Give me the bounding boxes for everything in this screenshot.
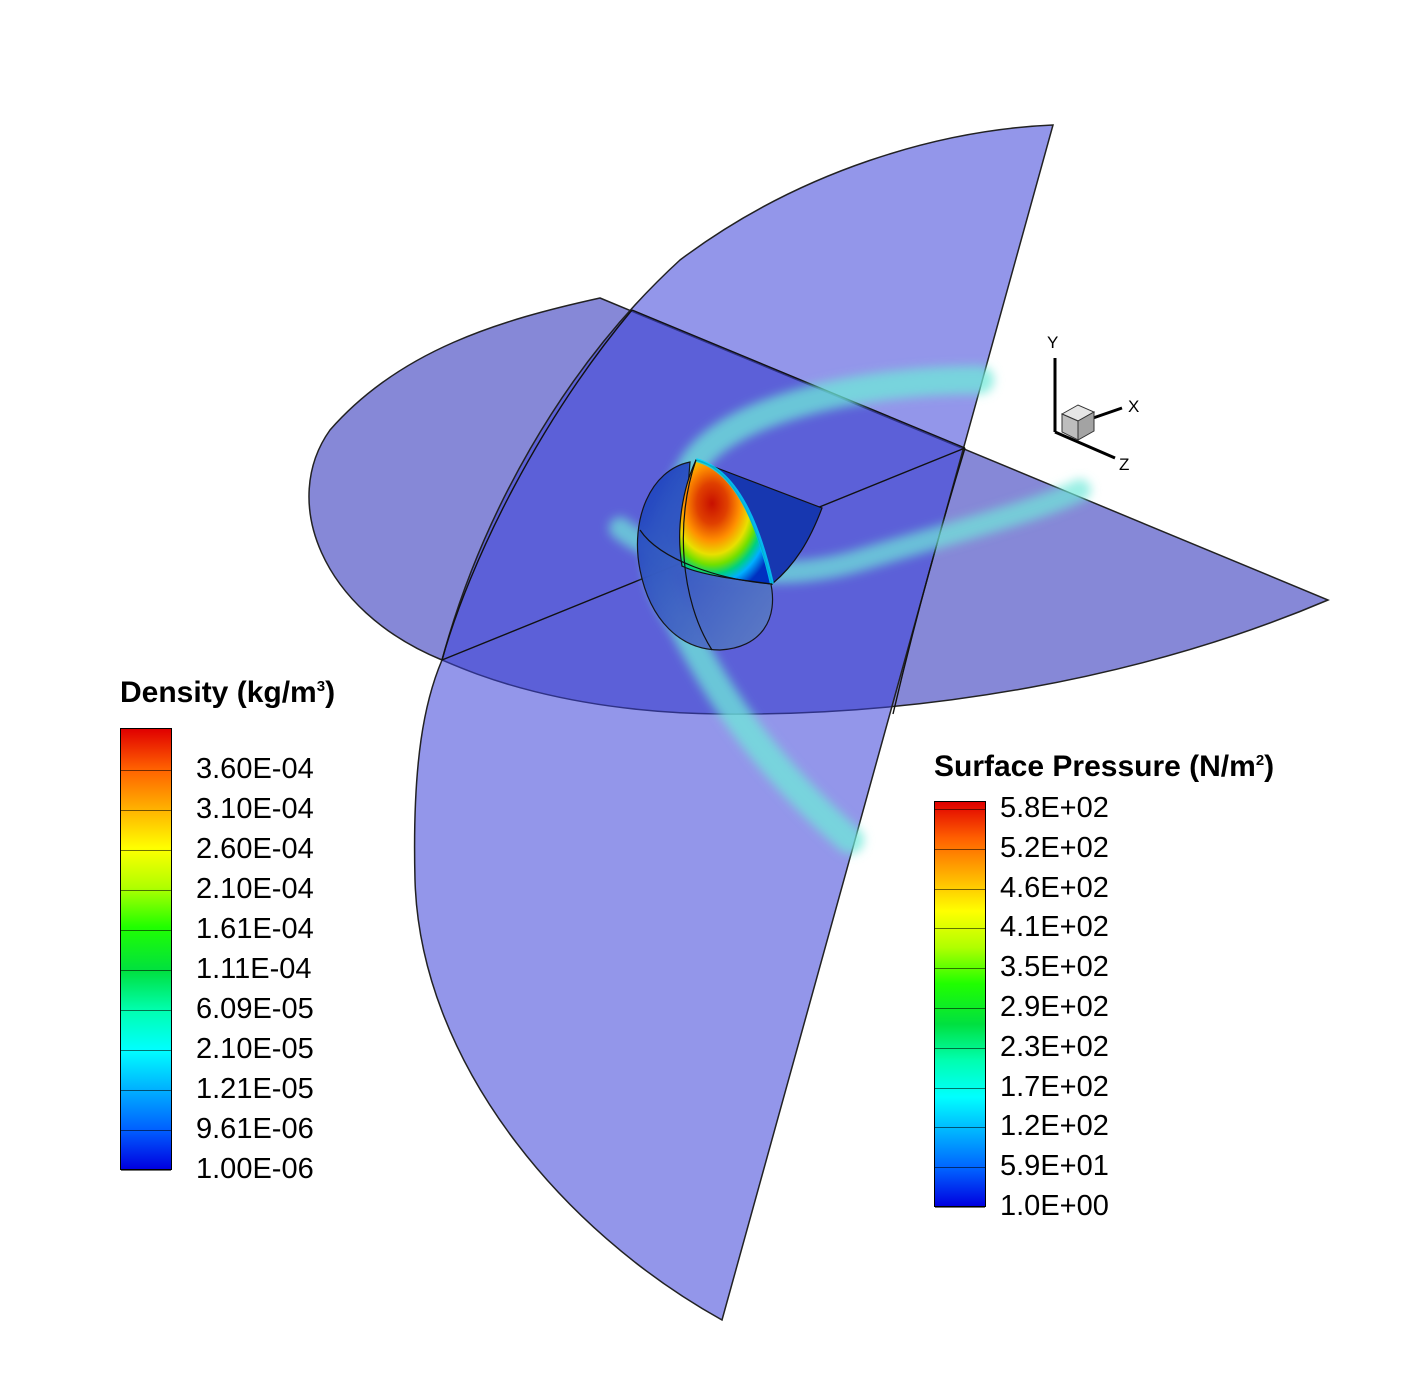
density_legend-band-line <box>121 850 171 851</box>
pressure_legend-band-line <box>935 968 985 970</box>
density-legend-ticks: 3.60E-04 3.10E-04 2.60E-04 2.10E-04 1.61E-04… <box>196 728 356 1184</box>
density_legend-tick-label: 1.11E-04 <box>196 953 312 985</box>
density_legend-band-line <box>121 930 171 931</box>
capsule-symmetry-line <box>639 529 773 585</box>
density_legend-tick-label: 2.60E-04 <box>196 833 314 865</box>
density_legend-band-line <box>121 970 171 971</box>
capsule-heatshield-rim <box>695 458 774 585</box>
density-legend-title-close: ) <box>325 676 336 709</box>
pressure_legend-band-line <box>935 1047 985 1049</box>
pressure_legend-tick-label: 4.1E+02 <box>1000 911 1109 944</box>
pressure-legend-ticks: 5.8E+02 5.2E+02 4.6E+02 4.1E+02 3.5E+02 2.9E+… <box>1000 794 1150 1221</box>
pressure_legend-tick-label: 2.9E+02 <box>1000 991 1109 1023</box>
z-axis-line <box>1054 430 1116 460</box>
pressure_legend-band-line <box>935 928 985 930</box>
density_legend-band-line <box>121 810 171 811</box>
pressure-legend-title-close: ) <box>1264 750 1275 783</box>
capsule-shell <box>636 461 774 651</box>
pressure_legend-tick-label: 1.0E+00 <box>1000 1190 1109 1222</box>
density_legend-tick-label: 1.61E-04 <box>196 913 314 945</box>
density_legend-tick-label: 1.21E-05 <box>196 1073 314 1105</box>
density-legend-title-text: Density (kg/m <box>120 676 317 709</box>
pressure-legend-title-superscript: 2 <box>1255 752 1265 769</box>
density_legend-tick-label: 9.61E-06 <box>196 1113 314 1145</box>
pressure_legend-tick-label: 3.5E+02 <box>1000 951 1109 984</box>
pressure_legend-band-line <box>935 1127 985 1129</box>
plane-edge-line <box>631 309 966 449</box>
triad-cube-right <box>1077 411 1095 441</box>
pressure_legend-tick-label: 2.3E+02 <box>1000 1030 1109 1063</box>
pressure_legend-band-line <box>935 809 985 810</box>
pressure-colorbar <box>934 801 986 1208</box>
pressure_legend-band-line <box>935 888 985 890</box>
density_legend-tick-label: 2.10E-05 <box>196 1033 314 1065</box>
density_legend-tick-label: 6.09E-05 <box>196 993 314 1025</box>
pressure_legend-band-line <box>935 1008 985 1009</box>
pressure_legend-tick-label: 4.6E+02 <box>1000 871 1109 904</box>
y-axis-label: Y <box>1047 333 1058 352</box>
density_legend-band-line <box>121 1010 171 1011</box>
density_legend-band-line <box>121 1130 171 1131</box>
pressure_legend-band-line <box>935 1087 985 1089</box>
z-axis-label: Z <box>1119 455 1129 474</box>
density_legend-tick-label: 2.10E-04 <box>196 873 314 905</box>
density_legend-band-line <box>121 1090 171 1091</box>
density_legend-band-line <box>121 770 171 771</box>
pressure_legend-tick-label: 5.8E+02 <box>1000 792 1109 824</box>
density_legend-tick-label: 3.10E-04 <box>196 793 314 825</box>
density_legend-tick-label: 1.00E-06 <box>196 1153 314 1185</box>
capsule-body <box>636 458 823 651</box>
x-axis-label: X <box>1128 397 1139 416</box>
density-legend-title-superscript: 3 <box>316 678 326 695</box>
density_legend-tick-label: 3.60E-04 <box>196 753 314 785</box>
pressure_legend-tick-label: 1.2E+02 <box>1000 1110 1109 1143</box>
pressure_legend-tick-label: 5.9E+01 <box>1000 1150 1109 1183</box>
density_legend-band-line <box>121 890 171 891</box>
pressure_legend-band-line <box>935 848 985 850</box>
plane-intersection-arc <box>892 447 966 715</box>
pressure-legend-title-text: Surface Pressure (N/m <box>934 750 1256 783</box>
capsule-symmetry-line <box>682 459 713 651</box>
axes-triad: Y X Z <box>1047 333 1139 474</box>
pressure_legend-tick-label: 1.7E+02 <box>1000 1070 1109 1103</box>
pressure_legend-band-line <box>935 1167 985 1169</box>
pressure_legend-tick-label: 5.2E+02 <box>1000 831 1109 864</box>
density-colorbar <box>120 728 172 1171</box>
density_legend-band-line <box>121 1050 171 1051</box>
density-legend-title: Density (kg/m3) <box>120 676 335 710</box>
pressure-legend-title: Surface Pressure (N/m2) <box>934 750 1274 784</box>
pressure_legend-band-line <box>935 1207 985 1208</box>
density_legend-band-line <box>121 1170 171 1171</box>
plane-intersection-arc <box>441 309 633 661</box>
